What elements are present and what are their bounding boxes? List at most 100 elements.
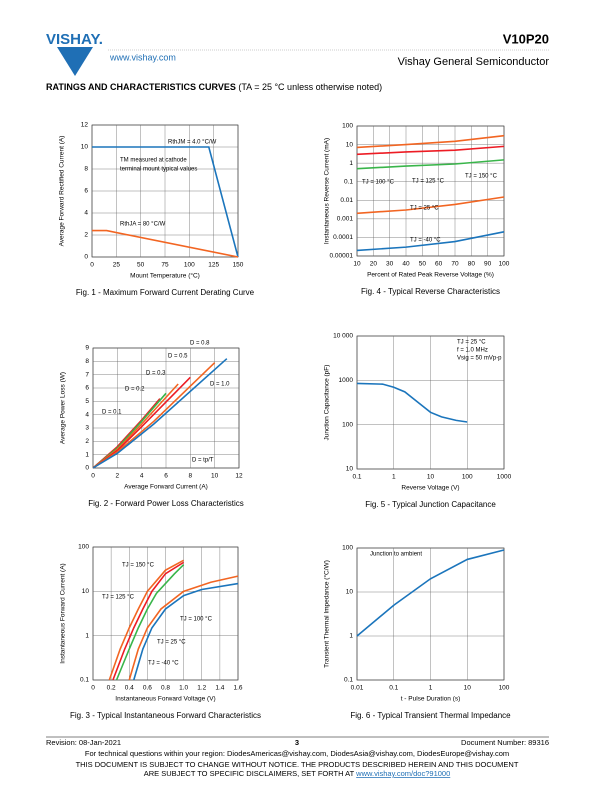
x-tick-label: 6 xyxy=(164,473,168,480)
figure-caption: Fig. 5 - Typical Junction Capacitance xyxy=(365,500,496,509)
x-tick-label: 0.1 xyxy=(389,685,398,692)
annotation: TJ = 100 °C xyxy=(180,617,213,623)
annotation: TJ = 150 °C xyxy=(465,174,498,180)
heading-note: (TA = 25 °C unless otherwise noted) xyxy=(238,82,382,92)
x-tick-label: 30 xyxy=(386,261,394,268)
figure-caption: Fig. 3 - Typical Instantaneous Forward C… xyxy=(70,711,261,720)
document-number: Document Number: 89316 xyxy=(461,738,549,747)
url[interactable]: www.vishay.com xyxy=(109,52,176,62)
x-tick-label: 50 xyxy=(137,262,145,269)
x-tick-label: 8 xyxy=(189,473,193,480)
x-axis-label: Percent of Rated Peak Reverse Voltage (%… xyxy=(367,272,494,279)
annotation: f = 1.0 MHz xyxy=(457,348,488,354)
x-tick-label: 150 xyxy=(233,262,244,269)
logo-mark xyxy=(57,47,93,76)
annotation: Junction to ambient xyxy=(370,552,422,558)
y-axis-label: Instantaneous Forward Current (A) xyxy=(60,563,67,663)
y-tick-label: 4 xyxy=(85,411,89,418)
annotation: TJ = 25 °C xyxy=(410,206,439,212)
figure-caption: Fig. 2 - Forward Power Loss Characterist… xyxy=(88,499,244,508)
y-tick-label: 0.1 xyxy=(344,178,353,185)
notice: THIS DOCUMENT IS SUBJECT TO CHANGE WITHO… xyxy=(76,760,519,769)
x-tick-label: 4 xyxy=(140,473,144,480)
x-tick-label: 20 xyxy=(370,261,378,268)
y-tick-label: 8 xyxy=(84,166,88,173)
y-tick-label: 1 xyxy=(85,632,89,639)
y-tick-label: 10 000 xyxy=(333,333,353,340)
series-line xyxy=(356,145,505,156)
y-tick-label: 0 xyxy=(84,254,88,261)
x-axis-label: Reverse Voltage (V) xyxy=(401,485,459,492)
series-line xyxy=(115,564,185,681)
x-tick-label: 125 xyxy=(208,262,219,269)
y-tick-label: 0.1 xyxy=(344,677,353,684)
series-line xyxy=(356,159,505,170)
series-line xyxy=(356,549,505,637)
x-axis-label: Instantaneous Forward Voltage (V) xyxy=(115,696,215,703)
y-axis-label: Instantaneous Reverse Current (mA) xyxy=(324,138,331,244)
y-tick-label: 6 xyxy=(85,385,89,392)
y-tick-label: 100 xyxy=(78,544,89,551)
annotation: D = 1.0 xyxy=(210,382,230,388)
x-tick-label: 1.2 xyxy=(197,685,206,692)
annotation: terminal mount typical values xyxy=(120,167,197,173)
annotation: Vsig = 50 mVp-p xyxy=(457,356,502,362)
x-tick-label: 1000 xyxy=(497,474,512,481)
x-tick-label: 90 xyxy=(484,261,492,268)
series-line xyxy=(356,231,505,252)
questions: For technical questions within your regi… xyxy=(85,749,509,758)
x-tick-label: 80 xyxy=(468,261,476,268)
x-tick-label: 2 xyxy=(116,473,120,480)
annotation: D = 0.3 xyxy=(146,371,166,377)
page-number: 3 xyxy=(295,738,299,747)
x-axis-label: Average Forward Current (A) xyxy=(124,484,208,491)
x-tick-label: 100 xyxy=(462,474,473,481)
x-tick-label: 10 xyxy=(211,473,219,480)
x-axis-label: t - Pulse Duration (s) xyxy=(401,696,461,703)
x-tick-label: 100 xyxy=(184,262,195,269)
annotation: D = tp/T xyxy=(192,458,214,464)
series-line xyxy=(128,575,239,681)
annotation: D = 0.8 xyxy=(190,341,210,347)
y-tick-label: 1 xyxy=(349,160,353,167)
y-tick-label: 6 xyxy=(84,188,88,195)
y-tick-label: 2 xyxy=(84,232,88,239)
x-tick-label: 60 xyxy=(435,261,443,268)
subtitle: Vishay General Semiconductor xyxy=(398,56,550,68)
part-number: V10P20 xyxy=(503,31,549,46)
y-tick-label: 10 xyxy=(81,144,89,151)
x-tick-label: 1 xyxy=(392,474,396,481)
heading-title: RATINGS AND CHARACTERISTICS CURVES xyxy=(46,82,236,92)
y-tick-label: 2 xyxy=(85,438,89,445)
series-line xyxy=(356,196,505,215)
section-heading: RATINGS AND CHARACTERISTICS CURVES (TA =… xyxy=(46,82,382,92)
logo: VISHAY. xyxy=(46,31,103,48)
y-tick-label: 0.00001 xyxy=(330,253,354,260)
x-tick-label: 12 xyxy=(235,473,243,480)
y-tick-label: 7 xyxy=(85,371,89,378)
x-tick-label: 40 xyxy=(402,261,410,268)
y-tick-label: 0.1 xyxy=(80,677,89,684)
x-tick-label: 0 xyxy=(91,473,95,480)
x-tick-label: 0.4 xyxy=(125,685,134,692)
annotation: TJ = 125 °C xyxy=(102,595,135,601)
y-tick-label: 10 xyxy=(346,466,354,473)
y-tick-label: 0.0001 xyxy=(333,234,353,241)
y-tick-label: 100 xyxy=(342,421,353,428)
annotation: TJ = 100 °C xyxy=(362,180,395,186)
y-tick-label: 10 xyxy=(346,589,354,596)
y-tick-label: 1 xyxy=(85,451,89,458)
y-tick-label: 0 xyxy=(85,465,89,472)
x-tick-label: 50 xyxy=(419,261,427,268)
y-tick-label: 4 xyxy=(84,210,88,217)
series-line xyxy=(92,146,239,258)
series-line xyxy=(133,582,239,681)
disclaimer-link[interactable]: www.vishay.com/doc?91000 xyxy=(355,769,450,778)
x-tick-label: 0.2 xyxy=(107,685,116,692)
y-tick-label: 0.01 xyxy=(340,197,353,204)
y-axis-label: Junction Capacitance (pF) xyxy=(324,365,331,441)
y-tick-label: 12 xyxy=(81,122,89,129)
annotation: D = 0.5 xyxy=(168,354,188,360)
x-tick-label: 0.8 xyxy=(161,685,170,692)
